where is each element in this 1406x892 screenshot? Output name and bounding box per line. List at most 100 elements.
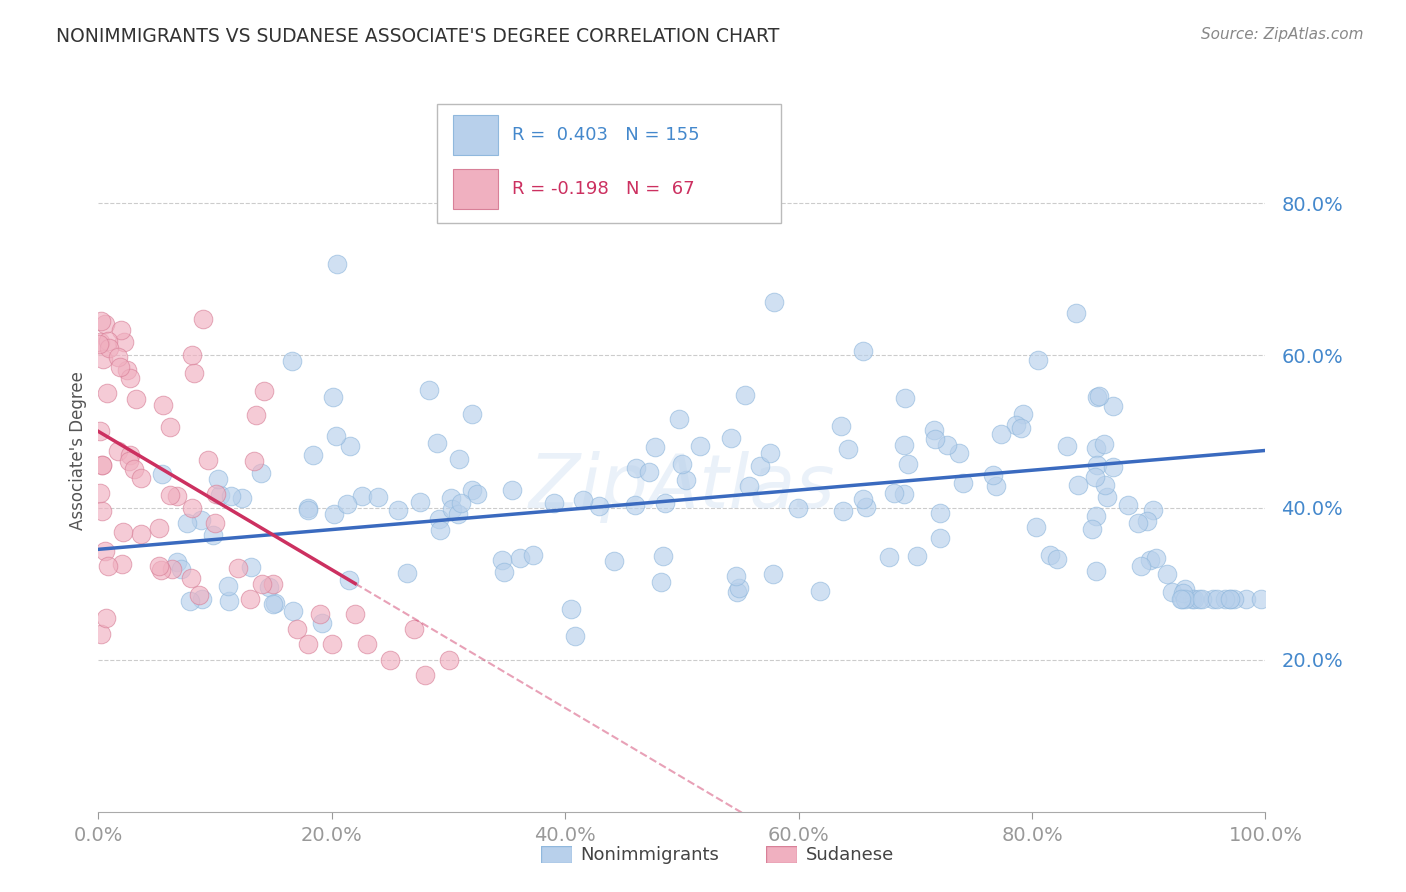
Point (427, 511, 450, 525)
Point (935, 438, 957, 452)
Point (125, 392, 148, 407)
Point (297, 503, 319, 517)
Point (257, 580, 280, 594)
Point (150, 467, 173, 482)
Y-axis label: Associate's Degree: Associate's Degree (69, 371, 87, 530)
Point (650, 575, 672, 590)
Point (218, 579, 240, 593)
Point (426, 435, 449, 450)
Point (1101, 460, 1123, 475)
Point (1046, 551, 1069, 566)
Point (97, 334, 120, 349)
Point (124, 461, 146, 475)
Point (1085, 508, 1108, 523)
Point (1174, 582, 1197, 596)
Point (93, 317, 115, 331)
Point (91, 458, 114, 472)
Text: R =  0.403   N = 155: R = 0.403 N = 155 (512, 126, 699, 144)
Point (465, 487, 488, 501)
Point (205, 486, 228, 500)
Point (380, 652, 402, 666)
Point (396, 566, 419, 580)
Point (176, 516, 198, 531)
Point (749, 459, 772, 474)
Point (808, 583, 831, 598)
Point (89, 485, 111, 500)
Point (461, 408, 484, 422)
Point (763, 295, 786, 310)
Point (231, 491, 253, 505)
Point (91, 351, 114, 366)
Point (160, 562, 183, 576)
Point (1010, 421, 1032, 435)
Point (344, 607, 367, 621)
Point (90, 504, 112, 518)
Point (1160, 585, 1182, 599)
Point (830, 419, 852, 434)
Point (1223, 591, 1246, 606)
Point (228, 561, 250, 575)
Point (337, 574, 360, 588)
Point (180, 570, 202, 584)
Point (1116, 498, 1139, 512)
Point (724, 569, 747, 583)
Point (197, 453, 219, 467)
Point (440, 501, 463, 516)
Text: R = -0.198   N =  67: R = -0.198 N = 67 (512, 179, 695, 198)
Point (981, 468, 1004, 483)
Point (322, 390, 344, 404)
Point (624, 498, 647, 512)
Point (1171, 591, 1194, 606)
Point (720, 431, 742, 445)
Point (408, 495, 430, 509)
Point (297, 637, 319, 651)
Point (148, 521, 170, 535)
FancyBboxPatch shape (437, 103, 782, 223)
Point (218, 594, 240, 608)
Point (262, 576, 284, 591)
Point (166, 555, 188, 569)
Point (1084, 470, 1107, 484)
Point (644, 440, 666, 454)
Point (1142, 503, 1164, 517)
Point (1188, 591, 1211, 606)
Point (402, 622, 425, 636)
Point (325, 429, 347, 443)
Point (107, 444, 129, 458)
Point (675, 473, 697, 487)
Point (564, 630, 586, 644)
Point (90, 458, 112, 472)
Point (1092, 437, 1115, 451)
Point (94, 611, 117, 625)
Point (893, 438, 915, 452)
Point (120, 371, 142, 385)
Point (1085, 390, 1108, 404)
Point (461, 483, 484, 498)
Point (262, 597, 284, 611)
Point (837, 442, 859, 456)
Point (1039, 549, 1062, 563)
Point (110, 323, 132, 337)
Point (1202, 591, 1225, 606)
Point (129, 471, 152, 485)
Text: Source: ZipAtlas.com: Source: ZipAtlas.com (1201, 27, 1364, 42)
Point (928, 506, 950, 520)
Point (326, 257, 349, 271)
Point (1170, 591, 1192, 606)
Point (1139, 552, 1161, 566)
Point (283, 603, 305, 617)
Point (152, 398, 174, 412)
Point (1066, 478, 1088, 492)
Point (1126, 516, 1149, 530)
Point (297, 500, 319, 515)
Point (97, 558, 120, 573)
Text: Nonimmigrants: Nonimmigrants (581, 846, 720, 863)
Point (98, 341, 121, 355)
Point (418, 383, 440, 397)
Point (896, 458, 918, 472)
Text: ZipAtlas: ZipAtlas (529, 450, 835, 523)
Point (654, 495, 676, 509)
Point (321, 637, 343, 651)
Point (893, 487, 915, 501)
Point (1129, 558, 1152, 573)
